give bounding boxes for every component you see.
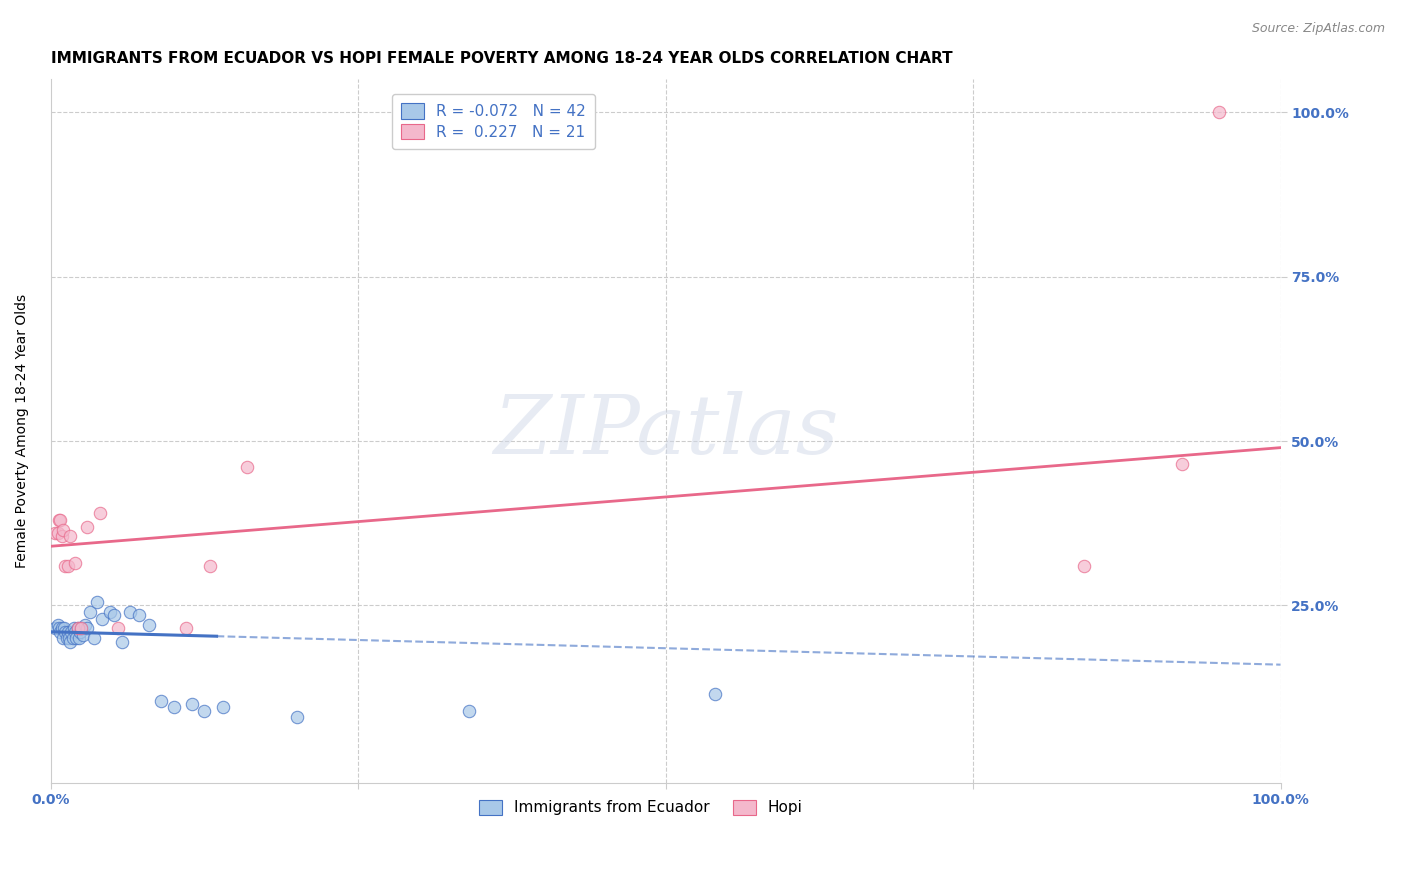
Point <box>53 622 76 636</box>
Point <box>76 622 98 636</box>
Text: ZIPatlas: ZIPatlas <box>492 392 838 471</box>
Point <box>1073 559 1095 574</box>
Point <box>211 700 233 714</box>
Point <box>67 632 90 646</box>
Point <box>63 624 86 639</box>
Point <box>59 634 82 648</box>
Point <box>193 704 215 718</box>
Point <box>86 595 108 609</box>
Point <box>52 523 75 537</box>
Point <box>46 526 69 541</box>
Point <box>162 700 184 714</box>
Point <box>91 612 114 626</box>
Point <box>51 622 73 636</box>
Point <box>150 694 173 708</box>
Point <box>66 622 89 636</box>
Point <box>53 559 76 574</box>
Point <box>98 605 121 619</box>
Point <box>703 687 725 701</box>
Point <box>56 559 79 574</box>
Point <box>107 622 129 636</box>
Point <box>120 605 142 619</box>
Point <box>285 710 308 724</box>
Point <box>236 460 259 475</box>
Point <box>111 634 134 648</box>
Point <box>44 622 66 636</box>
Text: Source: ZipAtlas.com: Source: ZipAtlas.com <box>1251 22 1385 36</box>
Point <box>60 624 83 639</box>
Point <box>1208 105 1230 120</box>
Point <box>58 632 80 646</box>
Point <box>49 513 72 527</box>
Point <box>79 605 101 619</box>
Point <box>83 632 105 646</box>
Point <box>181 697 204 711</box>
Point <box>174 622 197 636</box>
Point <box>128 608 150 623</box>
Y-axis label: Female Poverty Among 18-24 Year Olds: Female Poverty Among 18-24 Year Olds <box>15 294 30 568</box>
Point <box>138 618 160 632</box>
Point <box>53 624 76 639</box>
Point <box>73 618 96 632</box>
Point <box>62 632 84 646</box>
Point <box>72 628 94 642</box>
Point <box>48 513 70 527</box>
Point <box>49 624 72 639</box>
Legend: Immigrants from Ecuador, Hopi: Immigrants from Ecuador, Hopi <box>470 790 811 825</box>
Point <box>69 624 91 639</box>
Point <box>103 608 125 623</box>
Point <box>56 624 79 639</box>
Point <box>44 526 66 541</box>
Point <box>46 618 69 632</box>
Point <box>200 559 222 574</box>
Point <box>66 622 89 636</box>
Point <box>65 632 87 646</box>
Point <box>1171 457 1194 471</box>
Point <box>63 556 86 570</box>
Point <box>55 632 77 646</box>
Point <box>89 507 111 521</box>
Point <box>51 529 73 543</box>
Point <box>59 529 82 543</box>
Point <box>76 519 98 533</box>
Point <box>48 622 70 636</box>
Point <box>70 622 93 636</box>
Point <box>52 632 75 646</box>
Point <box>63 622 86 636</box>
Point <box>70 622 93 636</box>
Point <box>457 704 479 718</box>
Text: IMMIGRANTS FROM ECUADOR VS HOPI FEMALE POVERTY AMONG 18-24 YEAR OLDS CORRELATION: IMMIGRANTS FROM ECUADOR VS HOPI FEMALE P… <box>51 51 952 66</box>
